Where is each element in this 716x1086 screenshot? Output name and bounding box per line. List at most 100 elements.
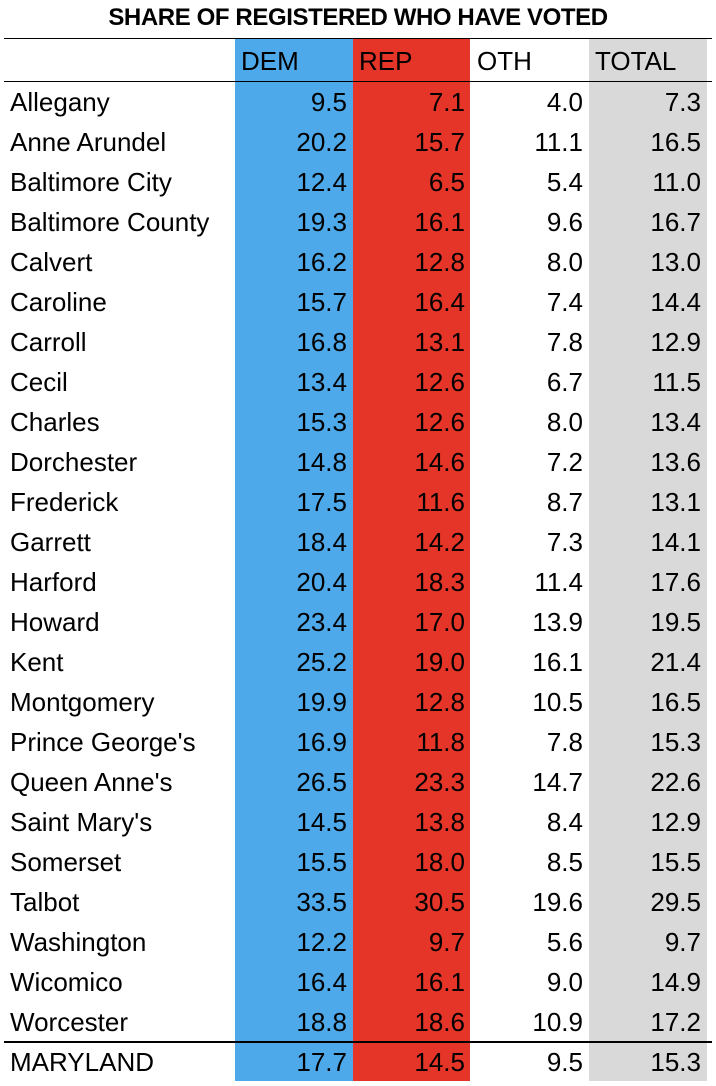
cell-rep: 23.3 <box>414 767 465 797</box>
table-row: Anne Arundel 20.2 15.7 11.1 16.5 <box>0 122 716 162</box>
cell-tot: 15.5 <box>650 847 701 877</box>
cell-dem: 16.9 <box>296 727 347 757</box>
table-row: Talbot 33.5 30.5 19.6 29.5 <box>0 882 716 922</box>
cell-dem: 18.8 <box>296 1007 347 1037</box>
cell-oth: 8.0 <box>546 247 583 277</box>
cell-tot: 13.4 <box>650 407 701 437</box>
cell-oth: 8.7 <box>546 487 583 517</box>
cell-rep: 30.5 <box>414 887 465 917</box>
cell-dem: 20.2 <box>296 127 347 157</box>
row-name: Calvert <box>10 247 93 277</box>
cell-oth: 4.0 <box>546 87 583 117</box>
row-name: Garrett <box>10 527 91 557</box>
cell-oth: 14.7 <box>532 767 583 797</box>
cell-oth: 13.9 <box>532 607 583 637</box>
header-rep: REP <box>359 46 413 76</box>
cell-dem: 16.8 <box>296 327 347 357</box>
cell-rep: 15.7 <box>414 127 465 157</box>
cell-oth: 7.3 <box>546 527 583 557</box>
table-row: Howard 23.4 17.0 13.9 19.5 <box>0 602 716 642</box>
row-name: Kent <box>10 647 64 677</box>
cell-tot: 14.4 <box>650 287 701 317</box>
cell-oth: 10.5 <box>532 687 583 717</box>
row-name: Baltimore County <box>10 207 210 237</box>
cell-tot: 14.9 <box>650 967 701 997</box>
cell-rep: 16.1 <box>414 967 465 997</box>
cell-tot: 13.0 <box>650 247 701 277</box>
row-name: Howard <box>10 607 100 637</box>
cell-oth: 7.2 <box>546 447 583 477</box>
cell-rep: 6.5 <box>428 167 465 197</box>
table-row: Washington 12.2 9.7 5.6 9.7 <box>0 922 716 962</box>
cell-oth: 8.5 <box>546 847 583 877</box>
cell-rep: 14.5 <box>414 1047 465 1077</box>
cell-rep: 17.0 <box>414 607 465 637</box>
cell-tot: 16.7 <box>650 207 701 237</box>
cell-dem: 20.4 <box>296 567 347 597</box>
cell-dem: 16.4 <box>296 967 347 997</box>
cell-oth: 19.6 <box>532 887 583 917</box>
row-name: Dorchester <box>10 447 138 477</box>
row-name: Cecil <box>10 367 68 397</box>
cell-tot: 13.1 <box>650 487 701 517</box>
row-name: Wicomico <box>10 967 123 997</box>
table-body: Allegany 9.5 7.1 4.0 7.3 Anne Arundel 20.2 15.7… <box>0 82 716 1082</box>
cell-dem: 9.5 <box>310 87 347 117</box>
row-name: Frederick <box>10 487 119 517</box>
cell-oth: 8.0 <box>546 407 583 437</box>
row-name: Talbot <box>10 887 80 917</box>
cell-rep: 16.4 <box>414 287 465 317</box>
cell-tot: 16.5 <box>650 127 701 157</box>
table-row: Carroll 16.8 13.1 7.8 12.9 <box>0 322 716 362</box>
row-name: Queen Anne's <box>10 767 173 797</box>
table-row: Montgomery 19.9 12.8 10.5 16.5 <box>0 682 716 722</box>
cell-dem: 14.5 <box>296 807 347 837</box>
cell-oth: 7.8 <box>546 727 583 757</box>
header-dem: DEM <box>241 46 299 76</box>
table-row: Saint Mary's 14.5 13.8 8.4 12.9 <box>0 802 716 842</box>
cell-oth: 16.1 <box>532 647 583 677</box>
table-title: SHARE OF REGISTERED WHO HAVE VOTED <box>108 4 608 31</box>
cell-rep: 18.3 <box>414 567 465 597</box>
row-name: Allegany <box>10 87 110 117</box>
cell-oth: 5.4 <box>546 167 583 197</box>
cell-dem: 15.3 <box>296 407 347 437</box>
header-rule <box>4 81 712 82</box>
cell-tot: 17.2 <box>650 1007 701 1037</box>
cell-tot: 17.6 <box>650 567 701 597</box>
row-name: Worcester <box>10 1007 128 1037</box>
cell-dem: 33.5 <box>296 887 347 917</box>
cell-tot: 12.9 <box>650 327 701 357</box>
total-row: MARYLAND 17.7 14.5 9.5 15.3 <box>0 1042 716 1082</box>
dem-column-band <box>235 39 353 1081</box>
total-column-band <box>589 39 707 1081</box>
table-row: Cecil 13.4 12.6 6.7 11.5 <box>0 362 716 402</box>
row-name: Somerset <box>10 847 122 877</box>
cell-tot: 22.6 <box>650 767 701 797</box>
cell-dem: 18.4 <box>296 527 347 557</box>
cell-tot: 15.3 <box>650 727 701 757</box>
rep-column-band <box>353 39 470 1081</box>
cell-rep: 13.1 <box>414 327 465 357</box>
table-row: Baltimore County 19.3 16.1 9.6 16.7 <box>0 202 716 242</box>
cell-tot: 11.0 <box>652 167 701 197</box>
cell-dem: 17.5 <box>296 487 347 517</box>
total-rule <box>4 1041 712 1043</box>
row-name: Charles <box>10 407 100 437</box>
cell-rep: 16.1 <box>414 207 465 237</box>
cell-oth: 5.6 <box>546 927 583 957</box>
row-name: Montgomery <box>10 687 155 717</box>
table-row: Calvert 16.2 12.8 8.0 13.0 <box>0 242 716 282</box>
cell-rep: 12.6 <box>414 407 465 437</box>
cell-tot: 29.5 <box>650 887 701 917</box>
cell-dem: 12.2 <box>296 927 347 957</box>
cell-oth: 8.4 <box>546 807 583 837</box>
table-row: Allegany 9.5 7.1 4.0 7.3 <box>0 82 716 122</box>
cell-tot: 14.1 <box>650 527 701 557</box>
cell-dem: 17.7 <box>296 1047 347 1077</box>
cell-rep: 9.7 <box>428 927 465 957</box>
header-oth: OTH <box>477 46 532 76</box>
row-name: Washington <box>10 927 147 957</box>
cell-oth: 7.4 <box>546 287 583 317</box>
